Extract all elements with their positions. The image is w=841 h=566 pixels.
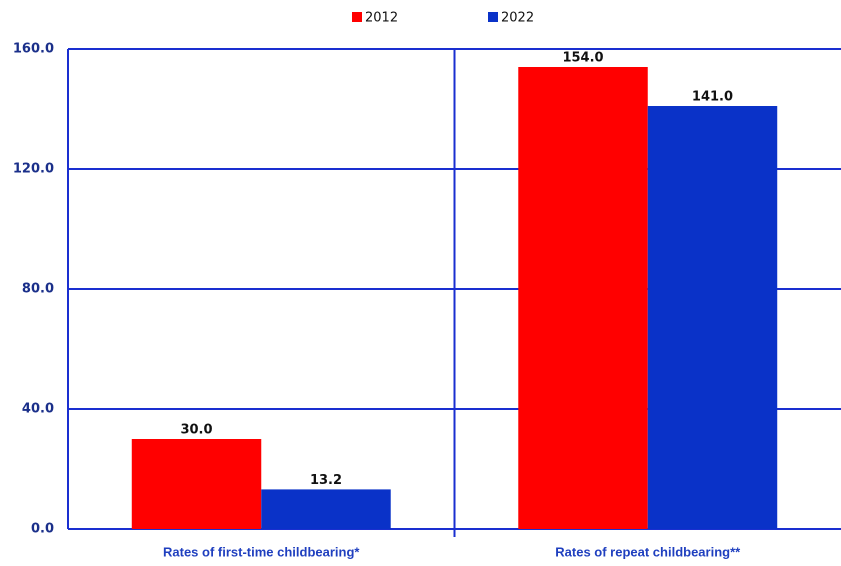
x-tick-label: Rates of repeat childbearing** (555, 544, 741, 559)
data-label: 154.0 (562, 51, 603, 66)
bar (261, 489, 391, 529)
y-tick-label: 40.0 (22, 402, 54, 417)
legend-swatch (352, 12, 362, 22)
y-tick-label: 0.0 (31, 522, 54, 537)
bar (131, 439, 262, 529)
bar (647, 106, 778, 529)
bar (518, 67, 648, 529)
data-label: 30.0 (180, 423, 212, 438)
y-tick-label: 80.0 (22, 282, 54, 297)
legend-label: 2012 (365, 11, 398, 26)
y-tick-label: 160.0 (13, 42, 54, 57)
data-label: 13.2 (310, 473, 342, 488)
legend-swatch (488, 12, 498, 22)
x-tick-label: Rates of first-time childbearing* (163, 544, 360, 559)
y-tick-label: 120.0 (13, 162, 54, 177)
legend-label: 2022 (501, 11, 534, 26)
data-label: 141.0 (692, 90, 733, 105)
